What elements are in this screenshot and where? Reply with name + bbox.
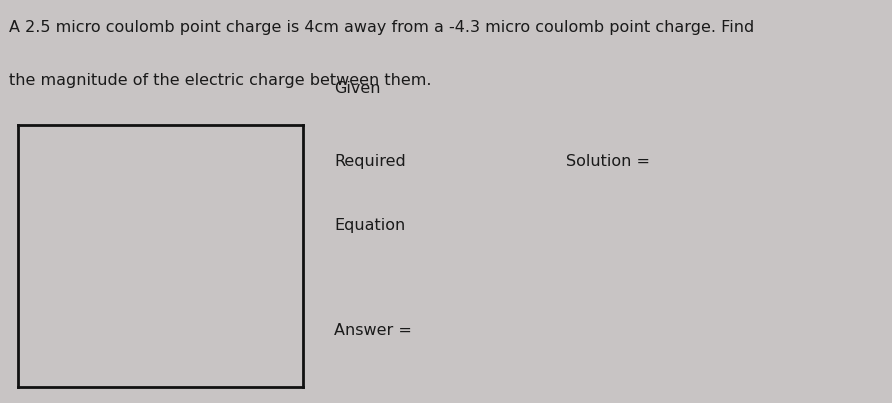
Text: the magnitude of the electric charge between them.: the magnitude of the electric charge bet… (9, 73, 432, 87)
Text: A 2.5 micro coulomb point charge is 4cm away from a -4.3 micro coulomb point cha: A 2.5 micro coulomb point charge is 4cm … (9, 20, 754, 35)
Text: Equation: Equation (334, 218, 406, 233)
Text: Required: Required (334, 154, 406, 169)
Text: Solution =: Solution = (566, 154, 650, 169)
Text: Given: Given (334, 81, 381, 96)
Text: Answer =: Answer = (334, 323, 412, 338)
